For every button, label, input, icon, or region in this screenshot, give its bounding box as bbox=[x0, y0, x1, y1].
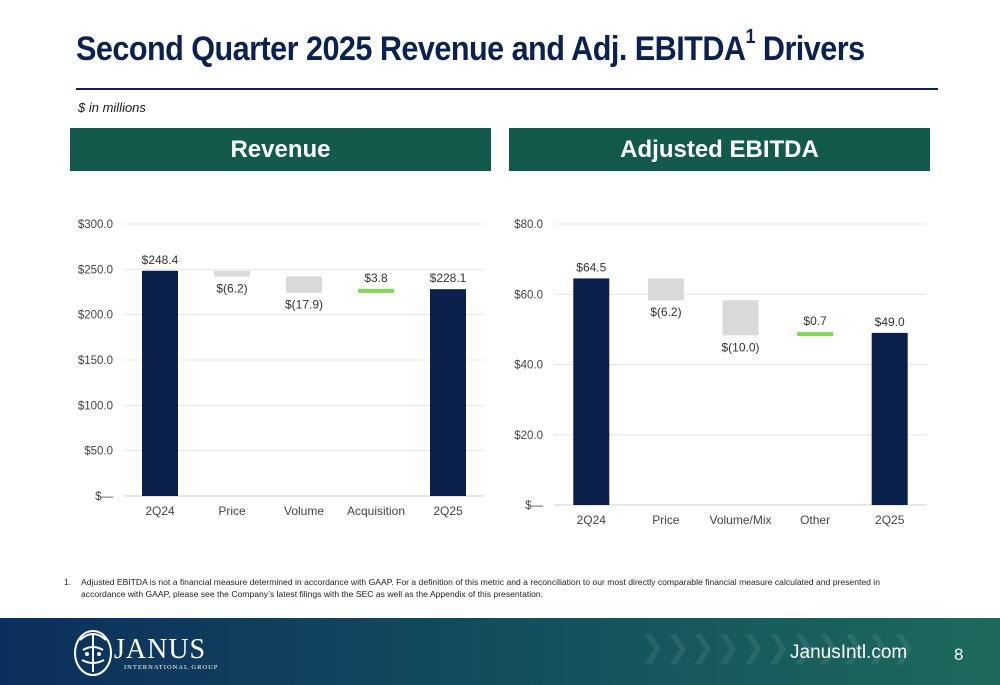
y-tick-label: $— bbox=[525, 500, 543, 512]
data-label: $(10.0) bbox=[721, 340, 759, 354]
category-label: Price bbox=[218, 504, 246, 518]
waterfall-bar bbox=[797, 332, 834, 337]
data-label: $(6.2) bbox=[216, 281, 247, 295]
revenue-panel-header: Revenue bbox=[70, 128, 491, 171]
y-tick-label: $60.0 bbox=[514, 289, 543, 301]
category-label: 2Q24 bbox=[145, 504, 175, 518]
y-tick-label: $300.0 bbox=[78, 219, 113, 231]
waterfall-bar bbox=[722, 300, 759, 336]
footnote-number: 1. bbox=[64, 577, 72, 587]
waterfall-bar bbox=[430, 289, 466, 496]
y-tick-label: $20.0 bbox=[514, 430, 543, 442]
footer-bar: ❯❯❯❯❯❯❯❯❯❯❯ JANUS INTERNATIONAL GROUP Ja… bbox=[0, 618, 1000, 685]
category-label: 2Q25 bbox=[875, 513, 905, 527]
title-divider bbox=[76, 88, 938, 90]
waterfall-bar bbox=[214, 270, 250, 277]
data-label: $0.7 bbox=[803, 314, 827, 328]
footnote-text: Adjusted EBITDA is not a financial measu… bbox=[81, 577, 880, 599]
waterfall-bar bbox=[871, 332, 908, 505]
waterfall-bar bbox=[573, 278, 610, 505]
ebitda-panel-header: Adjusted EBITDA bbox=[509, 128, 930, 171]
data-label: $228.1 bbox=[430, 271, 467, 285]
category-label: Volume/Mix bbox=[709, 513, 771, 527]
category-label: Other bbox=[800, 513, 830, 527]
data-label: $248.4 bbox=[142, 253, 179, 267]
category-label: 2Q25 bbox=[433, 504, 463, 518]
waterfall-bar bbox=[286, 276, 322, 293]
y-tick-label: $100.0 bbox=[78, 400, 113, 412]
data-label: $64.5 bbox=[576, 260, 606, 274]
janus-logo-icon bbox=[74, 630, 112, 676]
y-tick-label: $250.0 bbox=[78, 264, 113, 276]
category-label: 2Q24 bbox=[577, 513, 607, 527]
data-label: $(17.9) bbox=[285, 298, 323, 312]
page-title: Second Quarter 2025 Revenue and Adj. EBI… bbox=[76, 26, 865, 69]
revenue-waterfall-chart: $— $50.0 $100.0 $150.0 $200.0 $250.0 $300.0 $24… bbox=[78, 219, 484, 518]
waterfall-bar bbox=[647, 278, 684, 301]
units-note: $ in millions bbox=[78, 100, 146, 115]
y-tick-label: $200.0 bbox=[78, 310, 113, 322]
data-label: $3.8 bbox=[364, 271, 388, 285]
category-label: Acquisition bbox=[347, 504, 405, 518]
y-tick-label: $80.0 bbox=[514, 219, 543, 231]
y-tick-label: $150.0 bbox=[78, 355, 113, 367]
y-tick-label: $— bbox=[95, 491, 113, 503]
website-link[interactable]: JanusIntl.com bbox=[790, 642, 908, 663]
title-text: Second Quarter 2025 Revenue and Adj. EBI… bbox=[76, 30, 746, 68]
chevron-decoration-icon: ❯❯❯❯❯❯❯❯❯❯❯ bbox=[640, 630, 917, 665]
waterfall-bar bbox=[358, 288, 394, 293]
footnote: 1. Adjusted EBITDA is not a financial me… bbox=[64, 576, 924, 600]
title-footnote-marker: 1 bbox=[745, 26, 755, 48]
brand-wordmark: JANUS bbox=[114, 634, 207, 665]
y-tick-label: $40.0 bbox=[514, 360, 543, 372]
page-number: 8 bbox=[954, 645, 964, 664]
title-tail: Drivers bbox=[754, 30, 865, 68]
data-label: $(6.2) bbox=[650, 305, 681, 319]
y-tick-label: $50.0 bbox=[84, 446, 113, 458]
brand-subtitle: INTERNATIONAL GROUP bbox=[124, 664, 219, 671]
ebitda-waterfall-chart: $— $20.0 $40.0 $60.0 $80.0 $64.5 2Q24 $(6.2) Pri… bbox=[514, 219, 927, 527]
data-label: $49.0 bbox=[875, 315, 905, 329]
category-label: Price bbox=[652, 513, 680, 527]
category-label: Volume bbox=[284, 504, 324, 518]
waterfall-bar bbox=[142, 270, 178, 496]
